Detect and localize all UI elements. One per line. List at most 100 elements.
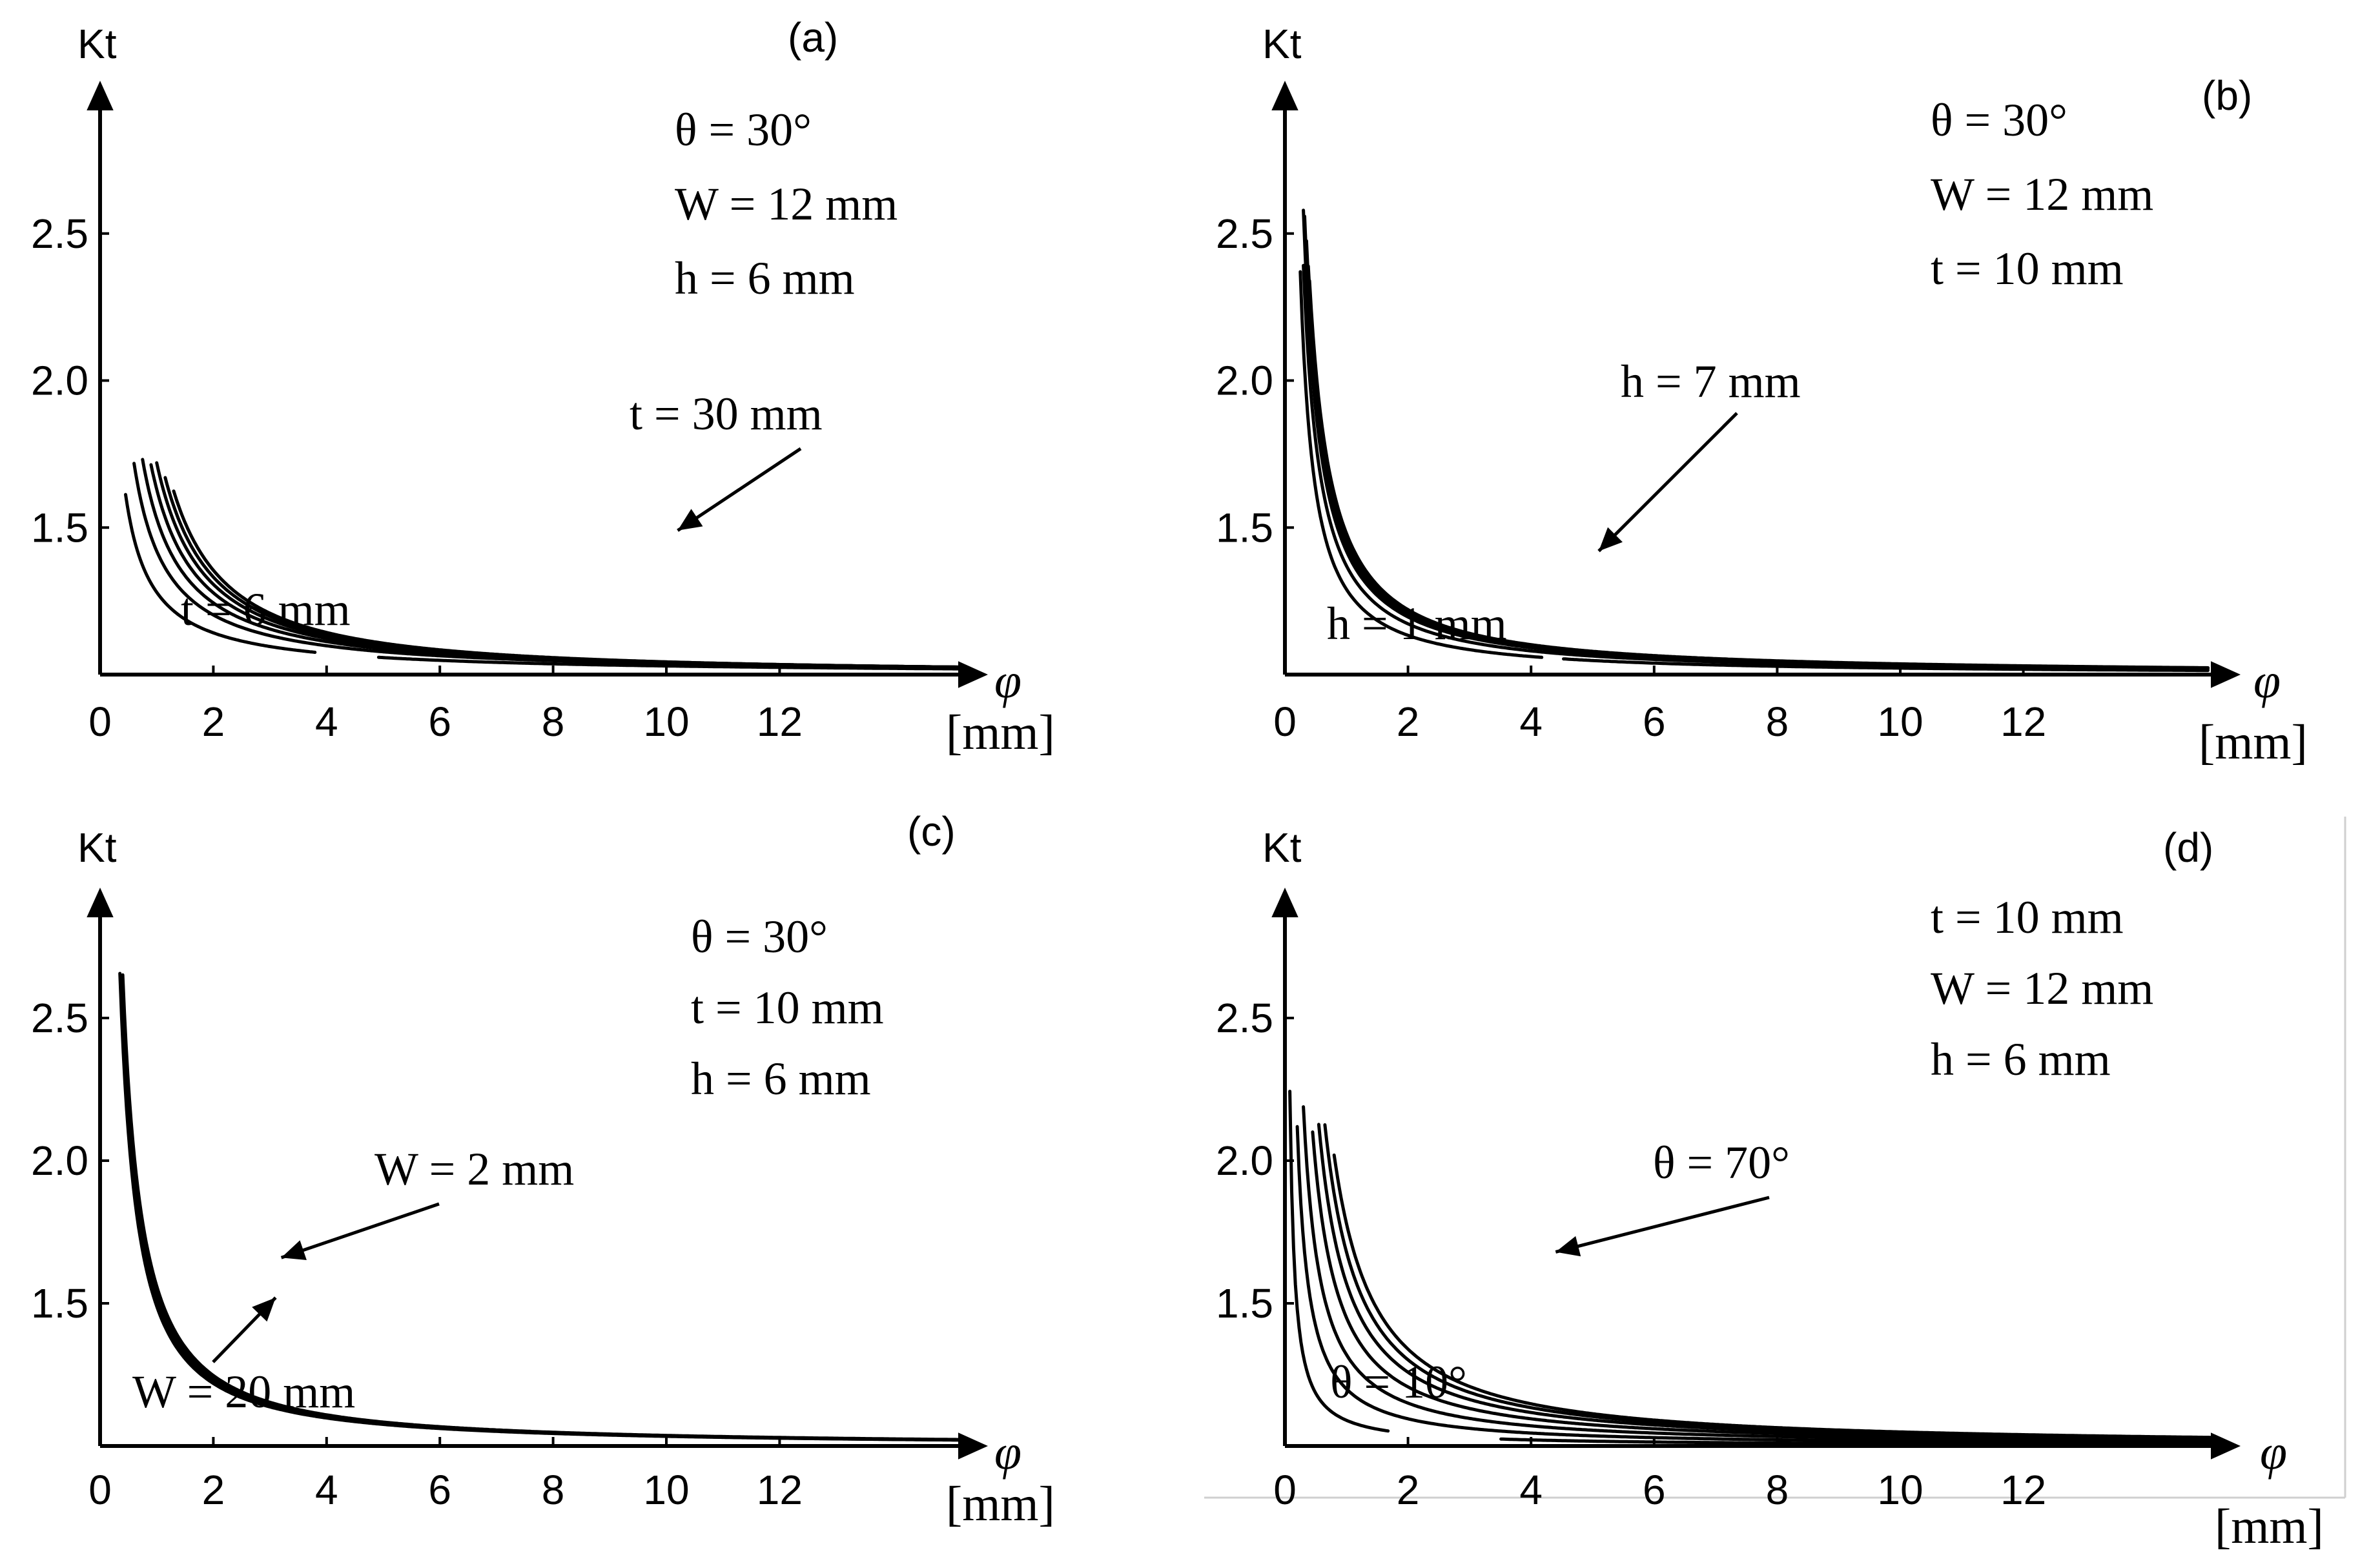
x-axis-arrow-icon <box>958 661 988 688</box>
y-tick-label: 2.5 <box>1216 995 1273 1041</box>
parameter-text: θ = 30° <box>1931 94 2068 146</box>
x-axis-label: φ <box>2260 1425 2287 1480</box>
y-tick-label: 2.5 <box>1216 210 1273 257</box>
y-tick-label: 2.5 <box>31 995 88 1041</box>
parameter-text: h = 6 mm <box>1931 1033 2111 1085</box>
x-tick-label: 4 <box>1519 1467 1543 1513</box>
parameter-text: t = 10 mm <box>1931 891 2124 943</box>
parameter-text: h = 6 mm <box>691 1053 871 1105</box>
x-tick-label: 2 <box>202 698 225 745</box>
x-tick-label: 0 <box>88 698 112 745</box>
x-tick-label: 6 <box>1643 698 1666 745</box>
y-axis-label: Kt <box>1262 21 1302 67</box>
annotation-label: W = 2 mm <box>375 1143 574 1195</box>
x-tick-label: 2 <box>202 1467 225 1513</box>
annotation-label: h = 1 mm <box>1327 598 1507 649</box>
series-line <box>132 462 965 669</box>
x-tick-label: 12 <box>2000 698 2046 745</box>
x-tick-label: 12 <box>757 1467 803 1513</box>
series-line <box>1308 279 2210 669</box>
parameter-text: t = 10 mm <box>691 982 884 1033</box>
x-tick-label: 2 <box>1397 1467 1420 1513</box>
x-tick-label: 10 <box>1877 698 1923 745</box>
y-axis-arrow-icon <box>87 888 114 917</box>
annotation-arrow-icon <box>1555 1236 1581 1257</box>
annotation-arrow <box>1555 1196 1770 1254</box>
parameter-text: W = 12 mm <box>1931 168 2153 220</box>
y-tick-label: 2.5 <box>31 210 88 257</box>
x-tick-label: 4 <box>315 1467 338 1513</box>
x-tick-label: 4 <box>1519 698 1543 745</box>
annotation-arrow <box>280 1202 440 1259</box>
annotation-arrow-icon <box>252 1298 276 1322</box>
x-axis-unit: [mm] <box>946 706 1055 760</box>
y-tick-label: 2.0 <box>1216 358 1273 404</box>
x-tick-label: 12 <box>757 698 803 745</box>
x-tick-label: 2 <box>1397 698 1420 745</box>
x-axis-label: φ <box>994 1425 1021 1480</box>
y-tick-label: 1.5 <box>31 1280 88 1327</box>
annotation-arrow-icon <box>1599 527 1623 551</box>
y-axis-label: Kt <box>77 21 117 67</box>
series-line <box>1302 1105 2216 1443</box>
x-tick-label: 10 <box>643 698 689 745</box>
x-tick-label: 6 <box>428 1467 451 1513</box>
annotation-label: θ = 10° <box>1330 1356 1467 1408</box>
series-line <box>124 493 965 671</box>
x-axis-arrow-icon <box>2211 1432 2241 1460</box>
x-tick-label: 8 <box>1766 1467 1789 1513</box>
annotation-arrow-icon <box>677 509 703 531</box>
parameter-text: θ = 30° <box>675 104 812 156</box>
x-tick-label: 8 <box>542 1467 565 1513</box>
x-tick-label: 8 <box>1766 698 1789 745</box>
x-tick-label: 10 <box>643 1467 689 1513</box>
panel-label: (d) <box>2163 824 2213 871</box>
x-tick-label: 6 <box>1643 1467 1666 1513</box>
x-tick-label: 8 <box>542 698 565 745</box>
y-axis-arrow-icon <box>1271 888 1298 917</box>
annotation-arrow-icon <box>281 1240 307 1261</box>
x-tick-label: 6 <box>428 698 451 745</box>
x-axis-arrow-icon <box>2211 661 2241 688</box>
y-tick-label: 2.0 <box>31 358 88 404</box>
x-axis-arrow-icon <box>958 1432 988 1460</box>
panel-label: (a) <box>788 14 838 61</box>
x-axis-label: φ <box>2253 654 2281 708</box>
x-axis-unit: [mm] <box>2199 715 2308 769</box>
y-tick-label: 1.5 <box>1216 504 1273 551</box>
y-axis-arrow-icon <box>87 81 114 110</box>
x-axis-unit: [mm] <box>2215 1500 2324 1554</box>
y-axis-label: Kt <box>1262 824 1302 871</box>
annotation-label: t = 6 mm <box>181 584 351 635</box>
annotation-label: t = 30 mm <box>630 388 823 440</box>
panel-label: (b) <box>2202 72 2252 119</box>
x-tick-label: 0 <box>1273 698 1297 745</box>
y-tick-label: 2.0 <box>1216 1137 1273 1184</box>
x-tick-label: 4 <box>315 698 338 745</box>
y-axis-label: Kt <box>77 824 117 871</box>
x-tick-label: 10 <box>1877 1467 1923 1513</box>
annotation-arrow <box>1597 412 1738 553</box>
parameter-text: h = 6 mm <box>675 252 855 304</box>
chart-panel-b: 0 2 4 6 8 10 12 1.5 2.0 2.5 Kt φ [mm] (b) θ = 30° W = 1… <box>1216 21 2308 769</box>
annotation-label: W = 20 mm <box>132 1366 355 1418</box>
y-tick-label: 2.0 <box>31 1137 88 1184</box>
series-line <box>172 489 965 669</box>
chart-panel-d: 0 2 4 6 8 10 12 1.5 2.0 2.5 Kt φ [mm] (d) t = 10 mm W =… <box>1216 824 2324 1554</box>
x-tick-label: 0 <box>88 1467 112 1513</box>
x-tick-label: 0 <box>1273 1467 1297 1513</box>
parameter-text: θ = 30° <box>691 911 828 962</box>
y-tick-label: 1.5 <box>31 504 88 551</box>
panel-label: (c) <box>907 808 956 855</box>
parameter-text: W = 12 mm <box>675 178 898 230</box>
y-tick-label: 1.5 <box>1216 1280 1273 1327</box>
series-line <box>1288 1090 2216 1447</box>
annotation-arrow <box>677 447 802 532</box>
parameter-text: t = 10 mm <box>1931 243 2124 294</box>
series-line <box>121 973 965 1441</box>
x-axis-unit: [mm] <box>946 1477 1055 1531</box>
annotation-label: h = 7 mm <box>1621 356 1801 407</box>
series-line <box>1332 1153 2216 1440</box>
annotation-label: θ = 70° <box>1653 1137 1790 1188</box>
